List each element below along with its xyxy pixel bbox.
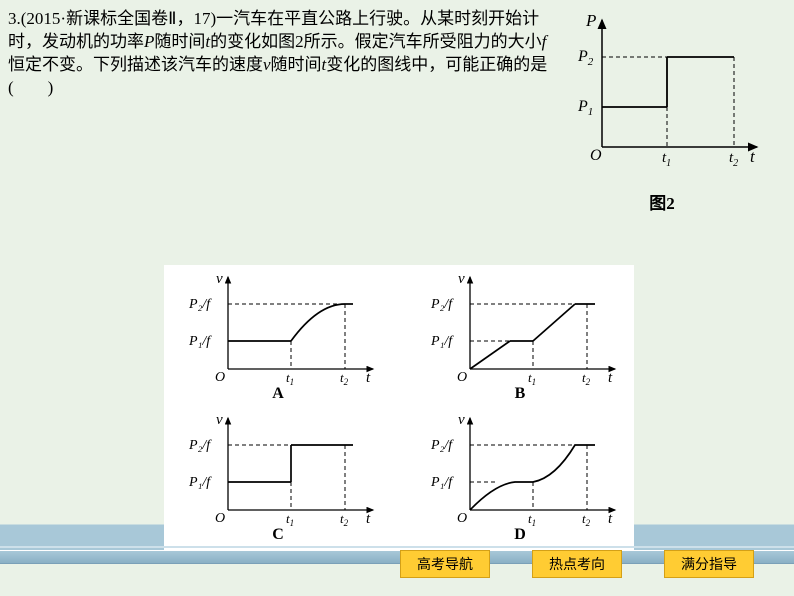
nav-hot-topics[interactable]: 热点考向 <box>532 550 622 578</box>
fig2-t1s: 1 <box>666 158 671 169</box>
A-t: t <box>366 370 371 386</box>
svg-text:v: v <box>216 412 223 428</box>
var-v: v <box>263 55 271 74</box>
q-t3: 的变化如图2所示。假定汽车所受阻力的大小 <box>210 32 542 51</box>
svg-text:t2: t2 <box>729 150 738 169</box>
options-container: v t O P₁/f P₂/f t1 t2 A <box>164 265 634 555</box>
svg-text:P₂/f: P₂/f <box>188 438 212 453</box>
svg-text:P1: P1 <box>577 98 593 118</box>
label-C: C <box>272 526 284 544</box>
svg-text:t1: t1 <box>662 150 671 169</box>
svg-text:v: v <box>458 412 465 428</box>
A-O: O <box>215 370 225 385</box>
svg-text:P2: P2 <box>577 48 594 68</box>
option-B: v t O P₁/f P₂/f t1 t2 B <box>414 269 626 410</box>
q-source: (2015·新课标全国卷Ⅱ，17) <box>21 9 216 28</box>
q-t2: 随时间 <box>154 32 205 51</box>
fig2-label: 图2 <box>562 189 762 214</box>
nav-exam-guide[interactable]: 高考导航 <box>400 550 490 578</box>
svg-text:t1: t1 <box>528 370 536 387</box>
var-f: f <box>542 32 547 51</box>
fig2-svg: P t O P1 P2 t1 t2 <box>562 12 762 172</box>
chart-B: v t O P₁/f P₂/f t1 t2 <box>415 269 625 387</box>
svg-text:t1: t1 <box>286 370 294 387</box>
label-D: D <box>514 526 526 544</box>
fig2-P1: P <box>577 98 588 115</box>
svg-text:t2: t2 <box>340 511 349 528</box>
fig2-P-axis: P <box>585 12 596 30</box>
chart-D: v t O P₁/f P₂/f t1 t2 <box>415 410 625 528</box>
svg-text:P₁/f: P₁/f <box>188 475 212 490</box>
svg-text:t2: t2 <box>582 511 591 528</box>
fig2-O: O <box>590 147 602 164</box>
label-B: B <box>515 385 526 403</box>
svg-text:t2: t2 <box>340 370 349 387</box>
nav-full-score[interactable]: 满分指导 <box>664 550 754 578</box>
chart-C: v t O P₁/f P₂/f t1 t2 <box>173 410 383 528</box>
decorative-line <box>0 546 794 548</box>
nav-buttons: 高考导航 热点考向 满分指导 <box>400 550 754 578</box>
svg-text:t: t <box>608 511 613 527</box>
option-C: v t O P₁/f P₂/f t1 t2 C <box>172 410 384 551</box>
q-t4: 恒定不变。下列描述该汽车的速度 <box>8 55 263 74</box>
fig2-P1s: 1 <box>588 106 594 118</box>
svg-text:O: O <box>215 511 225 526</box>
fig2-t2s: 2 <box>733 158 738 169</box>
chart-A: v t O P₁/f P₂/f t1 t2 <box>173 269 383 387</box>
var-P: P <box>144 32 154 51</box>
svg-text:t: t <box>608 370 613 386</box>
svg-text:P₂/f: P₂/f <box>430 297 454 312</box>
A-v: v <box>216 271 223 287</box>
option-D: v t O P₁/f P₂/f t1 t2 D <box>414 410 626 551</box>
svg-text:t2: t2 <box>582 370 591 387</box>
A-y2: P₂/f <box>188 297 212 312</box>
svg-text:v: v <box>458 271 465 287</box>
q-t5: 随时间 <box>271 55 322 74</box>
option-A: v t O P₁/f P₂/f t1 t2 A <box>172 269 384 410</box>
label-A: A <box>272 385 284 403</box>
question-text: 3.(2015·新课标全国卷Ⅱ，17)一汽车在平直公路上行驶。从某时刻开始计时，… <box>8 8 558 100</box>
svg-text:P₂/f: P₂/f <box>430 438 454 453</box>
svg-text:P₁/f: P₁/f <box>430 475 454 490</box>
svg-text:t1: t1 <box>528 511 536 528</box>
svg-text:O: O <box>457 511 467 526</box>
q-number: 3. <box>8 9 21 28</box>
svg-text:O: O <box>457 370 467 385</box>
fig2-P2: P <box>577 48 588 65</box>
fig2-t-axis: t <box>750 147 756 166</box>
svg-text:t1: t1 <box>286 511 294 528</box>
svg-text:P₁/f: P₁/f <box>430 334 454 349</box>
fig2-P2s: 2 <box>588 56 594 68</box>
figure-2: P t O P1 P2 t1 t2 图2 <box>562 12 762 214</box>
svg-text:t: t <box>366 511 371 527</box>
A-y1: P₁/f <box>188 334 212 349</box>
